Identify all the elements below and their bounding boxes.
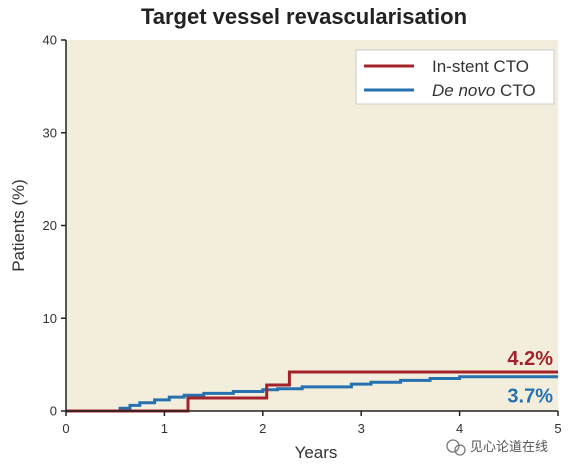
legend-label-in-stent-cto: In-stent CTO: [432, 57, 529, 76]
y-tick-label: 10: [43, 311, 57, 326]
end-label-de-novo-cto: 3.7%: [507, 386, 553, 408]
y-tick-label: 20: [43, 218, 57, 233]
y-axis-title: Patients (%): [9, 179, 28, 272]
watermark: 见心论道在线: [446, 439, 548, 456]
axes: [61, 39, 559, 416]
legend-label-de-novo-cto: De novo CTO: [432, 81, 536, 100]
series-layer: [66, 370, 558, 413]
x-tick-label: 5: [554, 421, 561, 436]
x-tick-label: 2: [259, 421, 266, 436]
series-line-in-stent-cto: [66, 370, 558, 413]
y-tick-label: 30: [43, 125, 57, 140]
series-line-de-novo-cto: [66, 375, 558, 413]
y-tick-label: 40: [43, 33, 57, 48]
legend-label-de-novo-part: De novo: [432, 81, 495, 100]
end-label-in-stent-cto: 4.2%: [507, 348, 553, 370]
x-tick-label: 1: [161, 421, 168, 436]
legend: In-stent CTO De novo CTO: [355, 49, 555, 105]
x-tick-label: 3: [358, 421, 365, 436]
tick-labels: 0 10 20 30 40 0 1 2 3 4 5: [43, 33, 562, 437]
legend-label-cto-part: CTO: [495, 81, 535, 100]
watermark-text: 见心论道在线: [470, 440, 548, 455]
x-tick-label: 4: [456, 421, 463, 436]
legend-box: [355, 49, 555, 105]
x-axis-title: Years: [295, 443, 338, 462]
y-tick-label: 0: [50, 404, 57, 419]
wechat-icon: [446, 439, 466, 456]
chart-title: Target vessel revascularisation: [141, 4, 467, 29]
x-tick-label: 0: [62, 421, 69, 436]
